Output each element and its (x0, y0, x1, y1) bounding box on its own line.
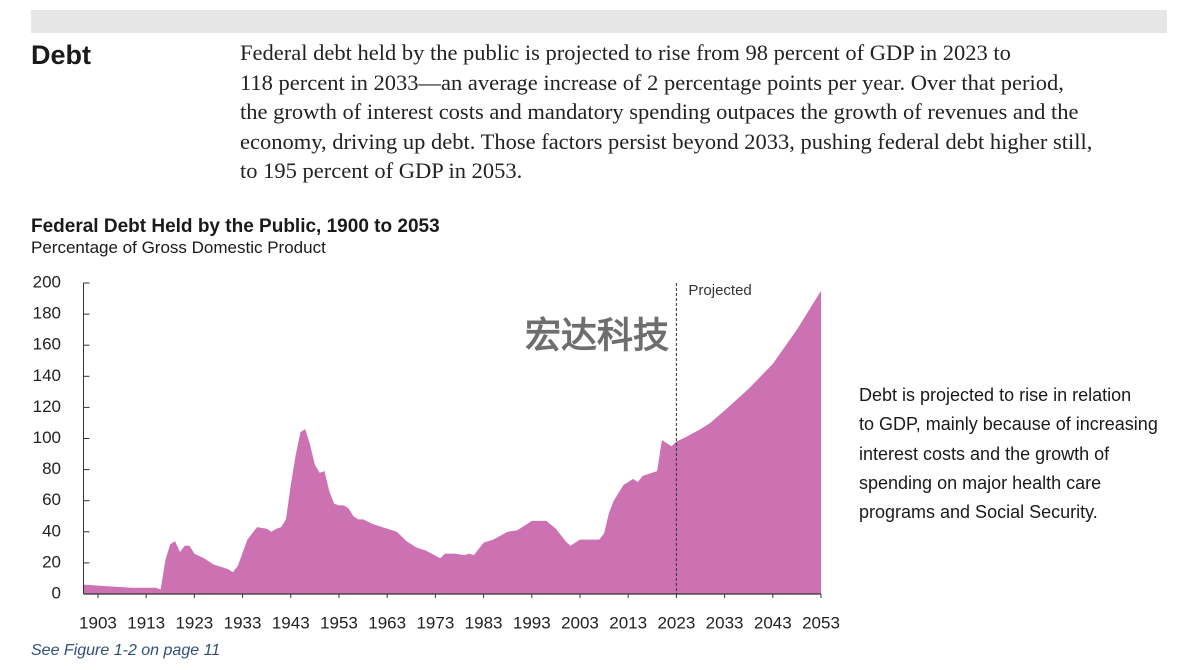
x-tick-label: 1953 (320, 613, 358, 632)
x-tick-label: 1913 (127, 613, 165, 632)
y-tick-label: 200 (33, 272, 61, 291)
x-tick-label: 1903 (79, 613, 117, 632)
debt-area (83, 290, 821, 594)
toolbar-strip (31, 10, 1167, 33)
paragraph-line: to 195 percent of GDP in 2053. (240, 158, 523, 183)
note-line: programs and Social Security. (859, 502, 1098, 523)
y-tick-label: 100 (33, 428, 61, 447)
x-tick-label: 1983 (465, 613, 503, 632)
x-tick-label: 1963 (368, 613, 406, 632)
y-tick-label: 180 (33, 304, 61, 323)
x-tick-label: 2033 (706, 613, 744, 632)
x-tick-label: 1943 (272, 613, 310, 632)
x-tick-label: 1933 (224, 613, 262, 632)
x-tick-label: 2003 (561, 613, 599, 632)
note-line: spending on major health care (859, 472, 1102, 493)
watermark: 宏达科技 (525, 315, 669, 356)
note-line: Debt is projected to rise in relation (859, 385, 1132, 405)
x-tick-label: 2043 (754, 613, 792, 632)
note-line: interest costs and the growth of (859, 443, 1110, 464)
x-tick-label: 1923 (175, 613, 213, 632)
y-tick-label: 40 (42, 521, 61, 540)
x-tick-label: 2023 (657, 613, 695, 632)
y-tick-label: 160 (33, 335, 61, 354)
y-tick-label: 60 (42, 490, 61, 509)
chart-note: Debt is projected to rise in relation to … (859, 381, 1158, 527)
x-tick-label: 2053 (802, 613, 840, 632)
y-tick-label: 80 (42, 459, 61, 478)
chart-title: Federal Debt Held by the Public, 1900 to… (31, 216, 440, 237)
y-tick-label: 20 (42, 552, 61, 571)
projection-label: Projected (688, 282, 751, 299)
paragraph-line: Federal debt held by the public is proje… (240, 40, 1011, 65)
paragraph-line: 118 percent in 2033—an average increase … (240, 69, 1064, 95)
paragraph-line: economy, driving up debt. Those factors … (240, 128, 1093, 154)
x-tick-label: 2013 (609, 613, 647, 632)
y-tick-label: 0 (52, 583, 61, 602)
y-tick-label: 140 (33, 366, 61, 385)
y-tick-label: 120 (33, 397, 61, 416)
paragraph: Federal debt held by the public is proje… (240, 38, 1092, 186)
section-heading: Debt (31, 40, 91, 70)
chart-subtitle: Percentage of Gross Domestic Product (31, 238, 326, 257)
note-line: to GDP, mainly because of increasing (859, 414, 1158, 435)
x-tick-label: 1973 (416, 613, 454, 632)
x-tick-label: 1993 (513, 613, 551, 632)
paragraph-line: the growth of interest costs and mandato… (240, 99, 1079, 124)
footer-link[interactable]: See Figure 1-2 on page 11 (31, 642, 221, 659)
